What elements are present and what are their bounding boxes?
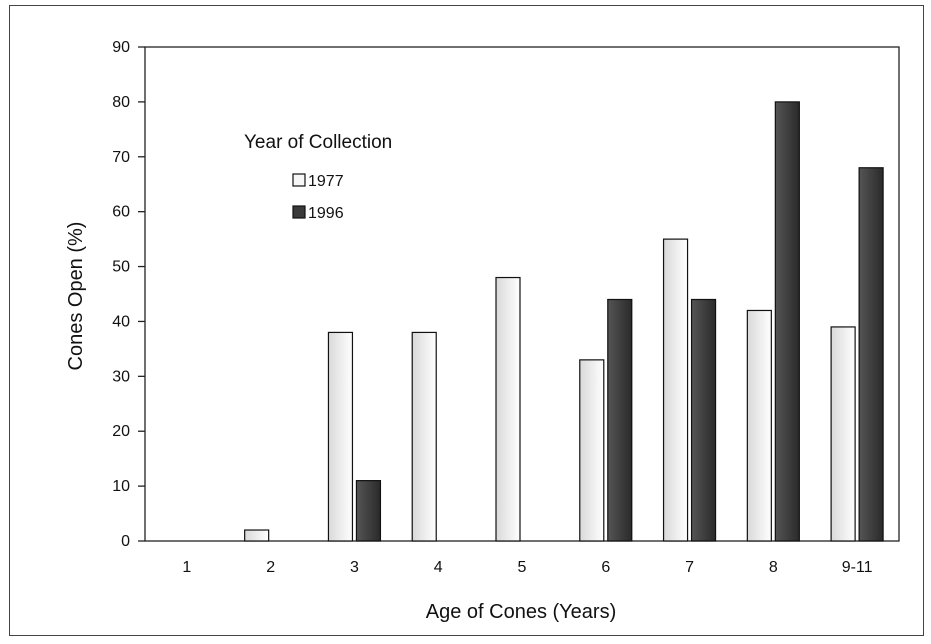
x-tick-label: 6 <box>601 559 610 576</box>
y-tick-label: 70 <box>112 149 130 166</box>
bar-1996-7 <box>690 298 717 542</box>
y-tick-label: 90 <box>112 39 130 56</box>
legend-label-1977: 1977 <box>308 173 344 190</box>
x-tick-label: 2 <box>266 559 275 576</box>
y-tick-label: 80 <box>112 94 130 111</box>
bar-1977-3 <box>327 331 354 542</box>
y-tick-label: 50 <box>112 259 130 276</box>
bar-1996-9-11 <box>858 167 884 542</box>
x-axis-title: Age of Cones (Years) <box>426 601 616 623</box>
bar-1996-6 <box>607 298 633 542</box>
bar-1977-4 <box>411 331 437 542</box>
y-tick-label: 20 <box>112 423 130 440</box>
legend: 1977 1996 <box>292 173 344 222</box>
x-tick-label: 9-11 <box>842 559 873 576</box>
legend-swatch-1996 <box>292 205 306 219</box>
y-tick-label: 30 <box>112 368 130 385</box>
y-tick-label: 10 <box>112 478 130 495</box>
bar-1977-9-11 <box>830 326 856 542</box>
y-axis-title: Cones Open (%) <box>65 222 87 371</box>
y-tick-label: 40 <box>112 313 130 330</box>
labels: Cones Open (%) Age of Cones (Years) Year… <box>65 132 616 623</box>
bar-1977-5 <box>495 276 521 542</box>
legend-title: Year of Collection <box>244 132 392 153</box>
bars <box>244 101 884 542</box>
bar-1996-8 <box>774 101 800 542</box>
x-tick-label: 4 <box>434 559 443 576</box>
legend-swatch-1977 <box>292 173 306 187</box>
x-tick-label: 1 <box>182 559 191 576</box>
plot-area <box>144 46 900 542</box>
x-tick-label: 8 <box>769 559 778 576</box>
bar-1977-6 <box>579 359 605 542</box>
bar-1996-3 <box>355 480 382 542</box>
x-tick-label: 5 <box>518 559 527 576</box>
bar-1977-8 <box>746 309 772 542</box>
x-tick-label: 3 <box>350 559 359 576</box>
x-tick-label: 7 <box>685 559 694 576</box>
y-tick-label: 0 <box>121 533 130 550</box>
y-tick-label: 60 <box>112 204 130 221</box>
axes: 0 10 20 30 40 50 60 70 80 90 1 2 3 4 5 6 7 8 9-11 <box>112 39 900 576</box>
bar-1977-7 <box>662 238 689 542</box>
bar-1977-2 <box>244 529 270 542</box>
legend-label-1996: 1996 <box>308 205 344 222</box>
